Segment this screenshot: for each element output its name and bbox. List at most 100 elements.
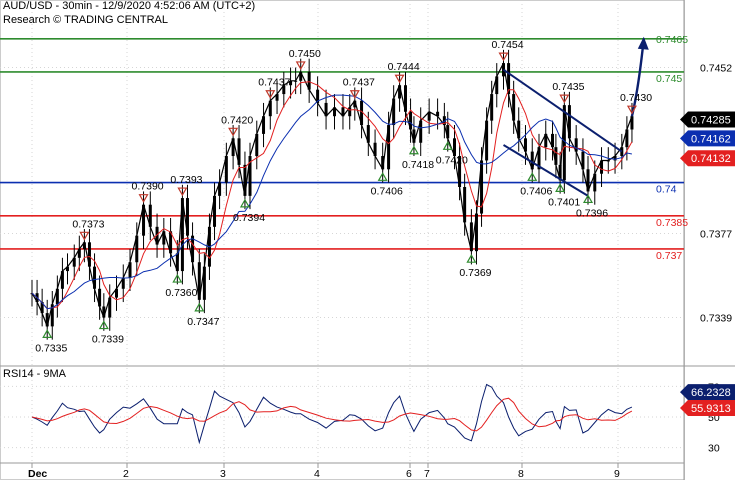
slow-ma-tag-bg (680, 130, 735, 147)
swing-low-marker (527, 172, 538, 181)
candle-body (128, 262, 132, 278)
candle-body (442, 116, 446, 126)
swing-low-marker (98, 320, 109, 330)
chart-subtitle: Research © TRADING CENTRAL (3, 14, 168, 26)
candle-body (155, 226, 159, 245)
candle-body (554, 147, 558, 165)
channel-line (502, 68, 623, 153)
candle-body (191, 235, 195, 263)
time-tick-label: 4 (314, 468, 320, 480)
price-line (31, 61, 633, 329)
candle-body (630, 116, 634, 130)
candle-body (436, 111, 440, 117)
candle-body (213, 195, 217, 227)
candle-body (427, 111, 431, 121)
candle-body (185, 198, 189, 236)
candle-body (324, 102, 328, 117)
candle-body (625, 129, 629, 148)
candle-body (537, 147, 541, 170)
candle-body (613, 156, 617, 161)
candle-body (373, 142, 377, 157)
candle-body (523, 138, 527, 152)
swing-low-label: 0.7339 (92, 334, 124, 346)
rsi-value-tag: 66.2328 (691, 387, 731, 399)
swing-high-marker (498, 52, 509, 62)
candle-body (567, 105, 571, 139)
swing-high-label: 0.7420 (221, 114, 253, 126)
candle-body (600, 160, 604, 174)
candle-body (581, 151, 585, 170)
candle-body (307, 71, 311, 90)
fast-ma-tag: 0.74132 (691, 153, 731, 165)
slow-ma-tag: 0.74162 (691, 133, 731, 145)
swing-low-label: 0.7401 (548, 196, 580, 208)
candle-body (517, 120, 521, 139)
candle-body (102, 306, 106, 318)
time-tick-label: 9 (614, 468, 620, 480)
swing-high-marker (626, 105, 637, 115)
swing-high-marker (559, 94, 570, 104)
swing-low-label: 0.7420 (436, 154, 468, 166)
rsi-ma-tag-bg (680, 399, 735, 416)
swing-low-marker (555, 183, 566, 192)
swing-high-label: 0.7437 (258, 77, 290, 89)
candle-body (419, 120, 423, 143)
candle-body (93, 266, 97, 289)
rsi-line (31, 383, 633, 445)
candle-body (574, 138, 578, 152)
swing-low-label: 0.7418 (402, 159, 434, 171)
candle-body (121, 277, 125, 289)
candle-body (268, 100, 272, 117)
swing-low-marker (582, 194, 594, 204)
candle-body (255, 133, 259, 157)
swing-low-label: 0.7396 (576, 207, 608, 219)
swing-low-marker (442, 141, 453, 150)
swing-low-label: 0.7406 (520, 185, 552, 197)
candle-body (409, 111, 413, 130)
candle-body (72, 257, 76, 267)
candle-body (463, 187, 467, 223)
candle-body (40, 302, 44, 314)
rsi-ma-tag: 55.9313 (691, 403, 731, 415)
swing-low-marker (408, 145, 419, 155)
price-tick-label: 0.7339 (700, 313, 732, 325)
swing-low-label: 0.7369 (459, 267, 491, 279)
candle-body (458, 156, 462, 187)
candle-body (353, 100, 357, 108)
swing-high-marker (394, 74, 405, 84)
candle-body (366, 125, 370, 143)
candle-body (148, 204, 152, 227)
rsi-tick-label: 50 (708, 412, 720, 424)
swing-high-label: 0.7435 (552, 81, 584, 93)
candle-body (60, 271, 64, 289)
candle-body (392, 98, 396, 126)
swing-high-marker (177, 187, 188, 197)
time-tick-label: Dec (28, 468, 47, 480)
candle-body (45, 313, 49, 327)
swing-high-marker (295, 61, 306, 71)
level-label: 0.737 (656, 250, 682, 262)
candle-body (512, 94, 516, 121)
swing-low-marker (377, 172, 388, 181)
candle-body (412, 129, 416, 143)
candle-body (562, 105, 566, 181)
candle-body (243, 164, 247, 196)
swing-high-label: 0.7390 (132, 181, 164, 193)
time-tick-label: 2 (123, 468, 129, 480)
candle-body (341, 107, 345, 117)
swing-low-label: 0.7360 (165, 287, 197, 299)
time-tick-label: 6 (406, 468, 412, 480)
candle-body (593, 173, 597, 192)
candle-body (108, 297, 112, 318)
candle-body (82, 242, 86, 249)
candle-body (224, 156, 228, 183)
current-price-tag: 0.74285 (691, 115, 731, 127)
candle-body (169, 231, 173, 254)
candle-body (530, 151, 534, 170)
candle-body (453, 138, 456, 157)
swing-low-marker (194, 302, 205, 312)
candle-body (348, 107, 352, 117)
candle-body (544, 133, 548, 148)
candle-body (275, 94, 279, 101)
